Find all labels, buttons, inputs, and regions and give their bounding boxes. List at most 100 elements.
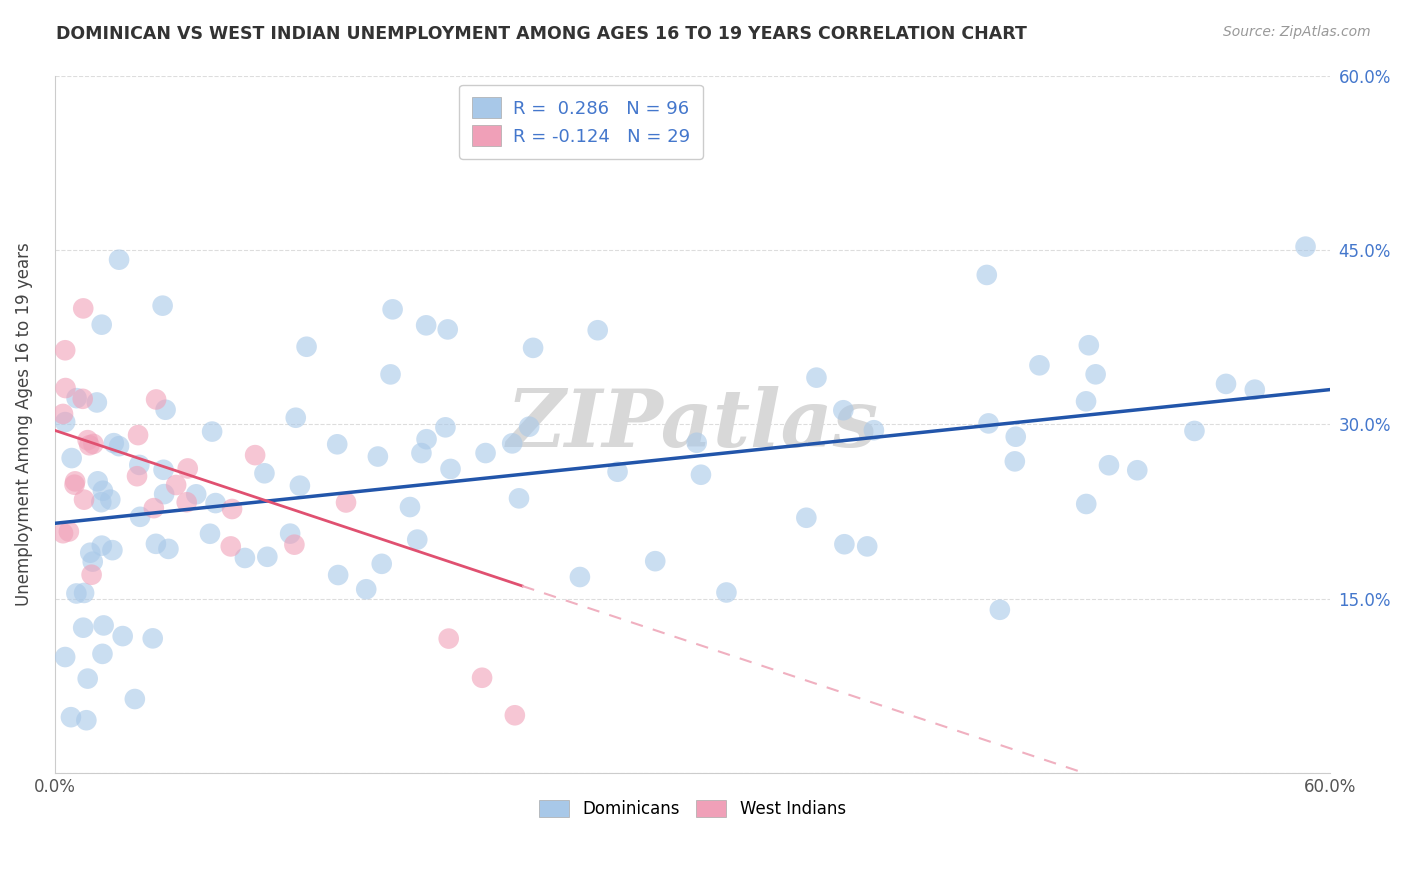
Point [335,495,357,509]
Point [1126,463,1149,477]
Point [295,340,318,354]
Point [436,322,458,336]
Text: ZIPatlas: ZIPatlas [506,385,879,463]
Point [644,554,666,568]
Point [686,435,709,450]
Point [152,463,174,477]
Legend: Dominicans, West Indians: Dominicans, West Indians [533,793,852,824]
Point [63,477,86,491]
Point [690,467,713,482]
Point [127,428,149,442]
Point [283,538,305,552]
Point [52,526,75,541]
Point [142,632,165,646]
Point [253,467,276,481]
Point [108,252,131,267]
Point [52,407,75,421]
Point [243,448,266,462]
Point [128,458,150,472]
Point [82,555,104,569]
Point [93,618,115,632]
Point [1028,359,1050,373]
Point [65,391,87,405]
Point [108,439,131,453]
Point [90,495,112,509]
Point [326,437,349,451]
Point [1076,497,1098,511]
Point [1243,383,1265,397]
Point [367,450,389,464]
Point [380,368,402,382]
Point [90,318,112,332]
Point [1084,368,1107,382]
Point [91,483,114,498]
Point [79,438,101,452]
Point [145,392,167,407]
Point [221,502,243,516]
Point [411,446,433,460]
Point [201,425,224,439]
Point [370,557,392,571]
Point [288,478,311,492]
Point [863,423,886,437]
Point [381,302,404,317]
Point [91,647,114,661]
Point [76,672,98,686]
Point [1295,239,1317,253]
Point [98,492,121,507]
Point [76,433,98,447]
Point [219,540,242,554]
Point [1074,394,1097,409]
Point [82,437,104,451]
Point [474,446,496,460]
Point [53,343,76,358]
Point [129,509,152,524]
Point [415,318,437,333]
Point [437,632,460,646]
Point [90,539,112,553]
Point [86,395,108,409]
Y-axis label: Unemployment Among Ages 16 to 19 years: Unemployment Among Ages 16 to 19 years [15,243,32,607]
Point [439,462,461,476]
Point [856,540,879,554]
Point [124,692,146,706]
Text: DOMINICAN VS WEST INDIAN UNEMPLOYMENT AMONG AGES 16 TO 19 YEARS CORRELATION CHAR: DOMINICAN VS WEST INDIAN UNEMPLOYMENT AM… [56,25,1028,43]
Point [72,392,94,406]
Point [1077,338,1099,352]
Point [157,541,180,556]
Point [1098,458,1121,473]
Point [75,713,97,727]
Point [142,501,165,516]
Point [103,436,125,450]
Point [155,402,177,417]
Point [233,551,256,566]
Point [517,419,540,434]
Point [145,537,167,551]
Point [1004,454,1026,468]
Point [503,708,526,723]
Point [63,475,86,489]
Point [501,436,523,450]
Point [471,671,494,685]
Point [72,621,94,635]
Point [86,475,108,489]
Point [568,570,591,584]
Point [153,487,176,501]
Point [79,546,101,560]
Point [65,586,87,600]
Point [111,629,134,643]
Point [977,417,1000,431]
Point [58,524,80,539]
Point [53,650,76,665]
Point [832,403,855,417]
Point [508,491,530,506]
Point [415,432,437,446]
Point [278,526,301,541]
Point [165,478,187,492]
Point [73,492,96,507]
Point [53,415,76,429]
Point [522,341,544,355]
Point [1004,430,1026,444]
Point [586,323,609,337]
Point [198,526,221,541]
